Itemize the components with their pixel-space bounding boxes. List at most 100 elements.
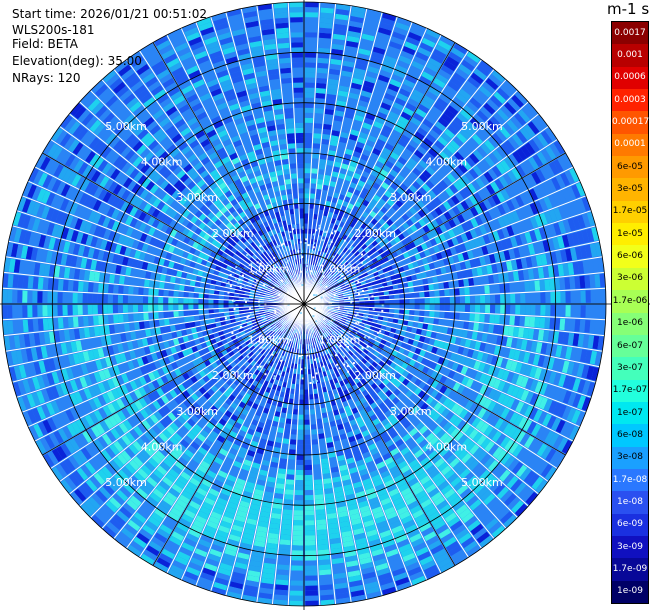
ray-gate [474,215,483,226]
ray-gate [444,312,450,319]
ray-gate [285,418,292,425]
ray-gate [459,287,465,296]
ray-gate [324,205,330,212]
ray-gate [369,210,377,218]
ray-gate [346,257,353,264]
ray-gate [571,184,581,199]
ray-gate [358,240,365,247]
ray-gate [534,200,544,213]
ray-gate [304,158,311,164]
ray-gate [491,165,502,178]
ray-gate [426,133,437,144]
ray-gate [484,255,491,265]
ray-gate [458,279,465,287]
ray-gate [370,56,383,65]
ray-gate [333,296,339,300]
ray-gate [335,182,343,189]
ray-gate [340,131,349,139]
ray-gate [483,211,493,222]
ray-gate [389,169,399,178]
ray-gate [335,105,345,112]
ray-gate [317,544,329,551]
ray-gate [430,209,439,219]
ray-gate [304,208,309,214]
ray-gate [377,173,386,182]
ray-gate [317,178,324,185]
ray-gate [552,192,562,206]
ray-gate [315,255,320,261]
ray-gate [418,316,425,323]
ray-gate [347,186,355,194]
ray-gate [363,23,378,32]
ray-gate [314,276,318,282]
ray-gate [400,152,410,161]
ray-gate [524,231,533,244]
ray-gate [298,419,304,425]
ray-gate [428,262,436,270]
ray-gate [402,264,410,271]
ray-gate [315,509,326,516]
ray-gate [329,206,335,213]
ray-gate [397,241,404,249]
ray-gate [394,220,402,228]
ray-gate [380,206,388,214]
ray-gate [368,174,377,182]
ray-gate [415,177,425,187]
ray-gate [575,290,581,303]
ray-gate [305,600,319,606]
ray-gate [514,91,528,105]
ray-gate [323,118,333,125]
ray-gate [482,123,494,135]
ray-gate [337,291,343,295]
ray-gate [337,243,343,249]
ray-gate [343,261,349,267]
ray-gate [399,309,405,315]
ray-gate [329,250,334,256]
ray-gate [371,125,382,134]
ray-gate [504,156,515,169]
ray-gate [566,233,575,247]
ray-gate [483,102,496,115]
ray-gate [343,117,353,124]
ray-gate [374,84,387,93]
ray-gate [366,139,375,148]
ray-gate [425,270,432,278]
ray-gate [311,434,318,440]
ray-gate [304,117,313,123]
ray-gate [361,243,368,250]
ray-gate [357,226,364,234]
ray-gate [487,196,497,208]
ray-gate [338,85,350,93]
ray-gate [334,187,341,194]
ray-gate [449,246,457,256]
ray-gate [319,273,324,279]
ray-gate [317,285,322,290]
ray-gate [348,279,355,284]
ray-gate [369,304,375,308]
ray-gate [540,166,551,180]
ray-gate [304,399,309,405]
ray-gate [304,389,309,395]
ray-gate [585,290,591,303]
ray-gate [476,146,488,158]
ray-gate [428,86,441,97]
ray-gate [553,140,565,155]
ray-gate [361,187,369,195]
ray-gate [453,72,466,84]
ray-gate [291,555,303,561]
ray-gate [479,285,485,294]
ray-gate [459,261,467,270]
ray-gate [320,7,334,14]
ray-gate [280,529,292,536]
ray-gate [494,284,500,294]
ray-gate [289,600,303,606]
ray-gate [313,469,322,475]
ray-gate [355,167,363,175]
ray-gate [289,439,297,445]
ray-gate [433,77,446,89]
ray-gate [396,17,411,27]
ray-gate [339,281,345,286]
ray-gate [357,136,367,144]
ray-gate [451,47,465,59]
ray-gate [290,580,303,586]
